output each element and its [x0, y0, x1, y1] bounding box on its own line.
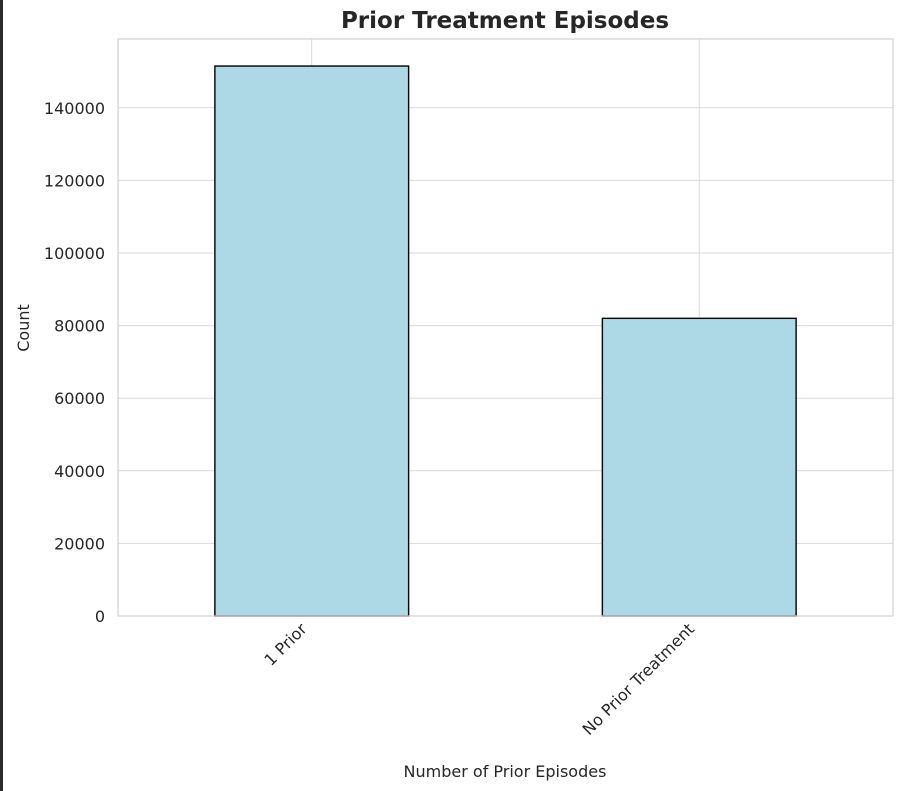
window-left-edge [0, 0, 3, 791]
bar [601, 317, 797, 617]
x-axis-ticks: 1 Prior No Prior Treatment [260, 619, 698, 739]
y-tick-label: 40000 [54, 462, 105, 481]
x-tick-label: 1 Prior [260, 619, 311, 670]
y-tick-label: 0 [95, 607, 105, 626]
y-axis-ticks: 0 20000 40000 60000 80000 100000 120000 140000 [44, 99, 105, 626]
y-tick-label: 140000 [44, 99, 105, 118]
chart-title: Prior Treatment Episodes [341, 8, 669, 34]
bars [214, 65, 797, 617]
y-tick-label: 80000 [54, 317, 105, 336]
y-axis-label: Count [14, 304, 33, 352]
y-tick-label: 60000 [54, 389, 105, 408]
y-tick-label: 120000 [44, 171, 105, 190]
plot-area-frame [117, 38, 894, 617]
y-tick-label: 100000 [44, 244, 105, 263]
y-tick-label: 20000 [54, 534, 105, 553]
bar [214, 65, 410, 617]
x-axis-label: Number of Prior Episodes [404, 762, 607, 781]
x-tick-label: No Prior Treatment [579, 619, 699, 739]
